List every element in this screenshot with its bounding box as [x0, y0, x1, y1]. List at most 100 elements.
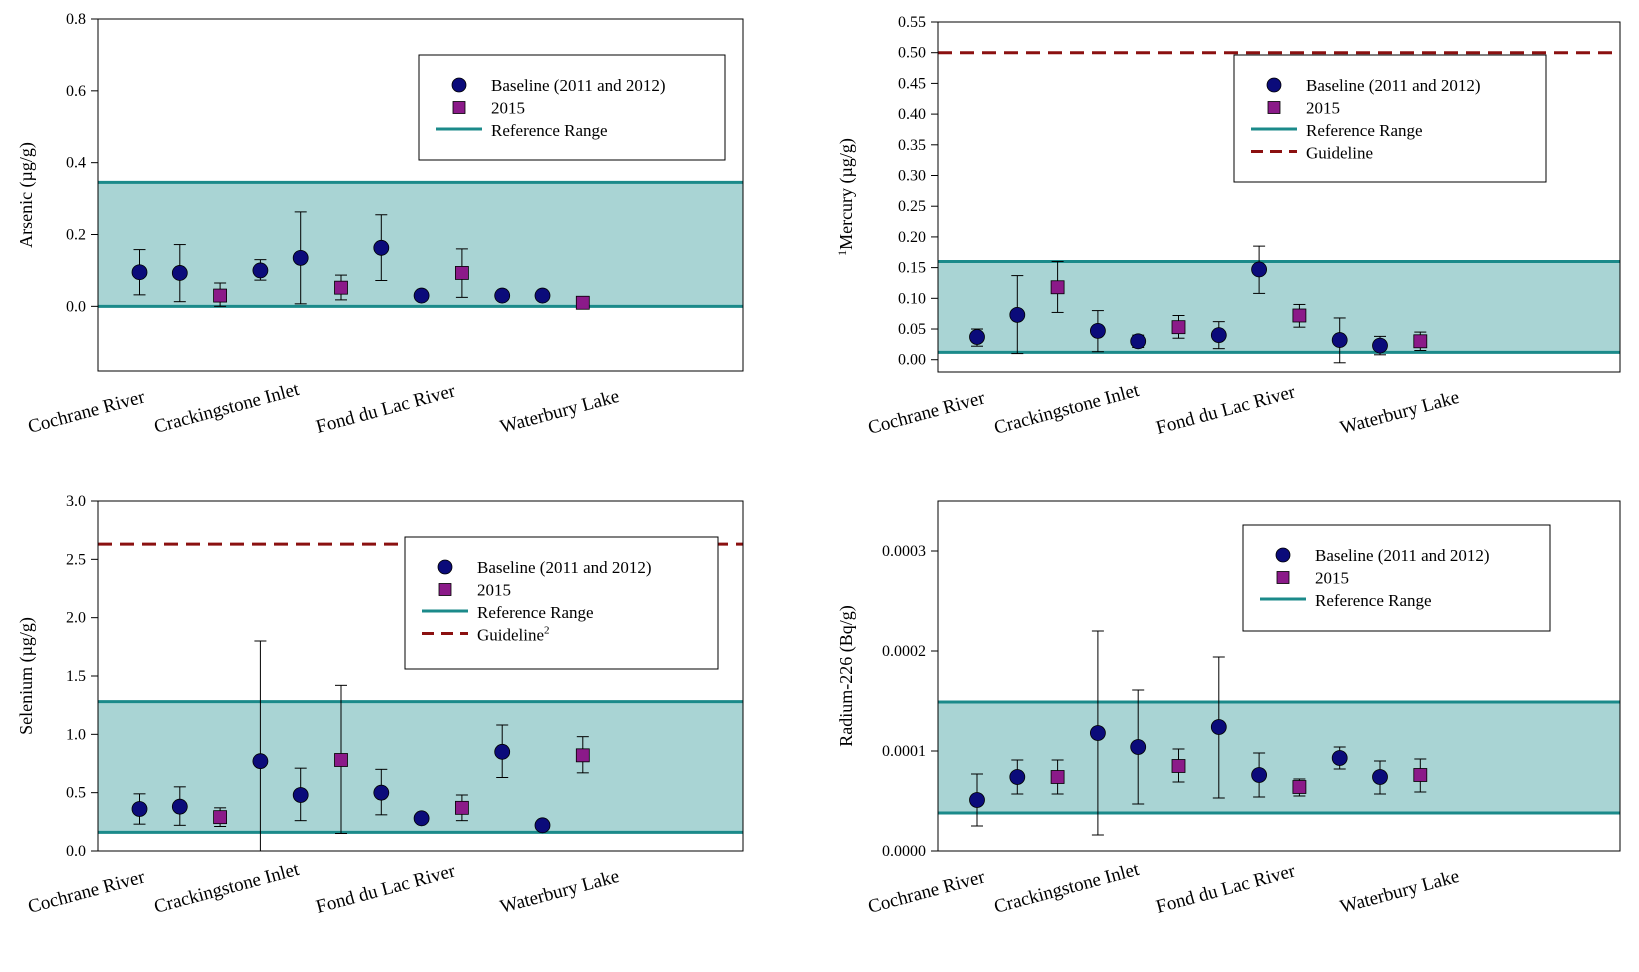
- baseline-data-point: [1009, 306, 1026, 323]
- legend-label: Reference Range: [491, 121, 608, 140]
- baseline-data-point: [292, 249, 309, 266]
- legend-label-text: 2015: [491, 99, 525, 118]
- legend-label-text: Reference Range: [491, 121, 608, 140]
- baseline-data-point: [252, 753, 269, 770]
- data-point-2015: [213, 288, 228, 303]
- category-label: Waterbury Lake: [498, 386, 622, 438]
- legend-label: 2015: [1315, 569, 1349, 588]
- reference-range-band: [938, 261, 1620, 353]
- category-label: Fond du Lac River: [1154, 860, 1298, 917]
- legend-label-text: Guideline: [477, 626, 544, 645]
- category-label: Cochrane River: [866, 387, 988, 438]
- chart-svg: 0.0 0.2 0.4 0.6 0.8 Arsenic (µg/g) Cochrane Ri…: [16, 11, 744, 438]
- legend-label-text: Reference Range: [1306, 121, 1423, 140]
- baseline-data-point: [1372, 337, 1388, 354]
- data-point-2015: [454, 266, 469, 280]
- legend-label: Reference Range: [1315, 591, 1432, 610]
- radium-chart-panel: 0.0000 0.0001 0.0002 0.0003 Radium-226 (Bq/g…: [820, 480, 1639, 967]
- legend-2015-marker: [1267, 101, 1281, 114]
- legend: Baseline (2011 and 2012) 2015 Reference Ra…: [418, 54, 726, 161]
- category-label: Waterbury Lake: [1338, 866, 1462, 918]
- data-point-2015: [213, 810, 228, 825]
- y-tick-label: 0.0: [66, 843, 86, 860]
- y-tick-label: 0.0: [66, 298, 86, 315]
- y-tick-label: 0.8: [66, 11, 86, 28]
- legend-label: Guideline: [1306, 144, 1373, 163]
- baseline-data-point: [171, 798, 188, 815]
- y-tick-label: 0.20: [898, 229, 926, 246]
- y-tick-label: 3.0: [66, 493, 86, 510]
- baseline-data-point: [252, 262, 269, 279]
- y-tick-label: 1.0: [66, 726, 86, 743]
- y-tick-label: 0.40: [898, 106, 926, 123]
- category-label: Waterbury Lake: [498, 866, 622, 918]
- y-tick-label: 0.5: [66, 785, 86, 802]
- data-point-2015: [575, 295, 590, 310]
- y-tick-label: 0.15: [898, 260, 926, 277]
- baseline-data-point: [131, 264, 148, 281]
- plot-frame: [937, 21, 1621, 373]
- legend-2015-marker: [1276, 571, 1290, 584]
- category-label: Crackingstone Inlet: [152, 859, 302, 918]
- legend-label-text: 2015: [1306, 99, 1340, 118]
- y-axis-label: Arsenic (µg/g): [16, 142, 37, 248]
- legend-label-superscript: 2: [544, 625, 550, 637]
- baseline-data-point: [1251, 767, 1268, 783]
- baseline-data-point: [373, 784, 390, 801]
- y-tick-label: 1.5: [66, 668, 86, 685]
- baseline-data-point: [1210, 719, 1227, 735]
- y-tick-label: 0.50: [898, 45, 926, 62]
- category-label: Cochrane River: [26, 866, 148, 917]
- baseline-data-point: [1210, 327, 1227, 344]
- baseline-data-point: [1089, 322, 1106, 339]
- legend-baseline-marker: [1266, 77, 1282, 93]
- legend-label: Guideline2: [477, 625, 550, 645]
- y-tick-label: 2.0: [66, 610, 86, 627]
- y-tick-label: 0.0003: [882, 543, 926, 560]
- baseline-data-point: [413, 287, 430, 304]
- y-axis-label: Radium-226 (Bq/g): [836, 605, 857, 747]
- legend-label-text: 2015: [1315, 569, 1349, 588]
- baseline-data-point: [1089, 725, 1106, 741]
- error-bar: [254, 640, 267, 852]
- y-tick-label: 0.00: [898, 352, 926, 369]
- legend-label-text: Baseline (2011 and 2012): [491, 76, 666, 95]
- legend-label-text: Reference Range: [477, 603, 594, 622]
- legend-box: [418, 54, 726, 161]
- legend-label: Baseline (2011 and 2012): [1315, 546, 1490, 565]
- chart-svg: 0.0 0.5 1.0 1.5 2.0 2.5 3.0 Selenium (µg/g) Coch…: [16, 493, 744, 918]
- plot-frame: [97, 18, 744, 372]
- y-tick-label: 0.55: [898, 14, 926, 31]
- legend: Baseline (2011 and 2012) 2015 Reference Ra…: [1242, 524, 1551, 632]
- legend-label: Baseline (2011 and 2012): [477, 558, 652, 577]
- legend-baseline-marker: [1275, 547, 1291, 563]
- baseline-data-point: [131, 801, 148, 817]
- legend-box: [1233, 54, 1547, 183]
- chart-svg: 0.00 0.05 0.10 0.15 0.20 0.25 0.30 0.35 0.40 0.45…: [835, 14, 1621, 439]
- y-tick-label: 0.35: [898, 137, 926, 154]
- data-point-2015: [1050, 770, 1065, 784]
- selenium-chart-panel: 0.0 0.5 1.0 1.5 2.0 2.5 3.0 Selenium (µg/g) Coch…: [0, 480, 800, 967]
- y-axis-label-text: Mercury (µg/g): [836, 138, 857, 250]
- baseline-data-point: [413, 810, 430, 827]
- baseline-data-point: [1130, 739, 1147, 755]
- data-point-2015: [1413, 334, 1428, 349]
- y-tick-label: 0.25: [898, 198, 926, 215]
- category-label: Fond du Lac River: [314, 860, 458, 917]
- baseline-data-point: [1331, 750, 1348, 766]
- arsenic-chart-panel: 0.0 0.2 0.4 0.6 0.8 Arsenic (µg/g) Cochrane Ri…: [0, 0, 800, 470]
- y-tick-label: 0.4: [66, 155, 86, 172]
- y-tick-label: 0.0002: [882, 643, 926, 660]
- legend-2015-marker: [452, 101, 466, 114]
- baseline-data-point: [494, 287, 511, 304]
- legend-label: 2015: [491, 99, 525, 118]
- legend-label-text: 2015: [477, 581, 511, 600]
- legend-label: Baseline (2011 and 2012): [491, 76, 666, 95]
- data-point-2015: [1171, 759, 1186, 773]
- legend: Baseline (2011 and 2012) 2015 Reference Ra…: [404, 536, 719, 670]
- data-point-2015: [1292, 780, 1307, 794]
- data-point-2015: [575, 748, 590, 763]
- plot-frame: [937, 500, 1621, 852]
- legend-label-text: Baseline (2011 and 2012): [1315, 546, 1490, 565]
- chart-svg: 0.0000 0.0001 0.0002 0.0003 Radium-226 (Bq/g…: [836, 500, 1621, 918]
